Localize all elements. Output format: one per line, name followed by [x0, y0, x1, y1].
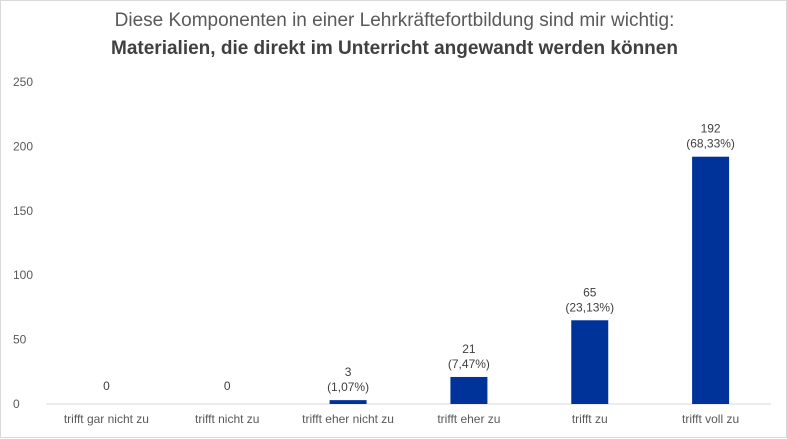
bar: [571, 320, 609, 404]
bar: [692, 156, 730, 404]
category-label: trifft nicht zu: [195, 412, 259, 426]
y-tick-label: 200: [13, 139, 33, 153]
bar: [329, 400, 367, 404]
category-label: trifft eher zu: [437, 412, 500, 426]
category-label: trifft eher nicht zu: [302, 412, 394, 426]
y-tick-label: 50: [13, 333, 27, 347]
data-label-value: 21: [462, 342, 476, 356]
y-tick-label: 100: [13, 268, 33, 282]
y-tick-label: 0: [13, 397, 20, 411]
data-label-percent: (7,47%): [448, 357, 490, 371]
data-label-value: 0: [224, 379, 231, 393]
chart-title: Diese Komponenten in einer Lehrkräftefor…: [114, 10, 675, 31]
data-label-value: 0: [103, 379, 110, 393]
category-label: trifft voll zu: [682, 412, 739, 426]
data-label-percent: (23,13%): [565, 300, 614, 314]
bar: [450, 376, 488, 404]
y-tick-label: 250: [13, 75, 33, 89]
data-label-value: 3: [345, 365, 352, 379]
data-label-value: 192: [701, 122, 721, 136]
data-label-percent: (1,07%): [327, 380, 369, 394]
category-label: trifft gar nicht zu: [64, 412, 149, 426]
chart-subtitle: Materialien, die direkt im Unterricht an…: [111, 38, 678, 59]
data-label-value: 65: [583, 285, 597, 299]
category-label: trifft zu: [572, 412, 608, 426]
data-label-percent: (68,33%): [686, 137, 735, 151]
y-tick-label: 150: [13, 204, 33, 218]
